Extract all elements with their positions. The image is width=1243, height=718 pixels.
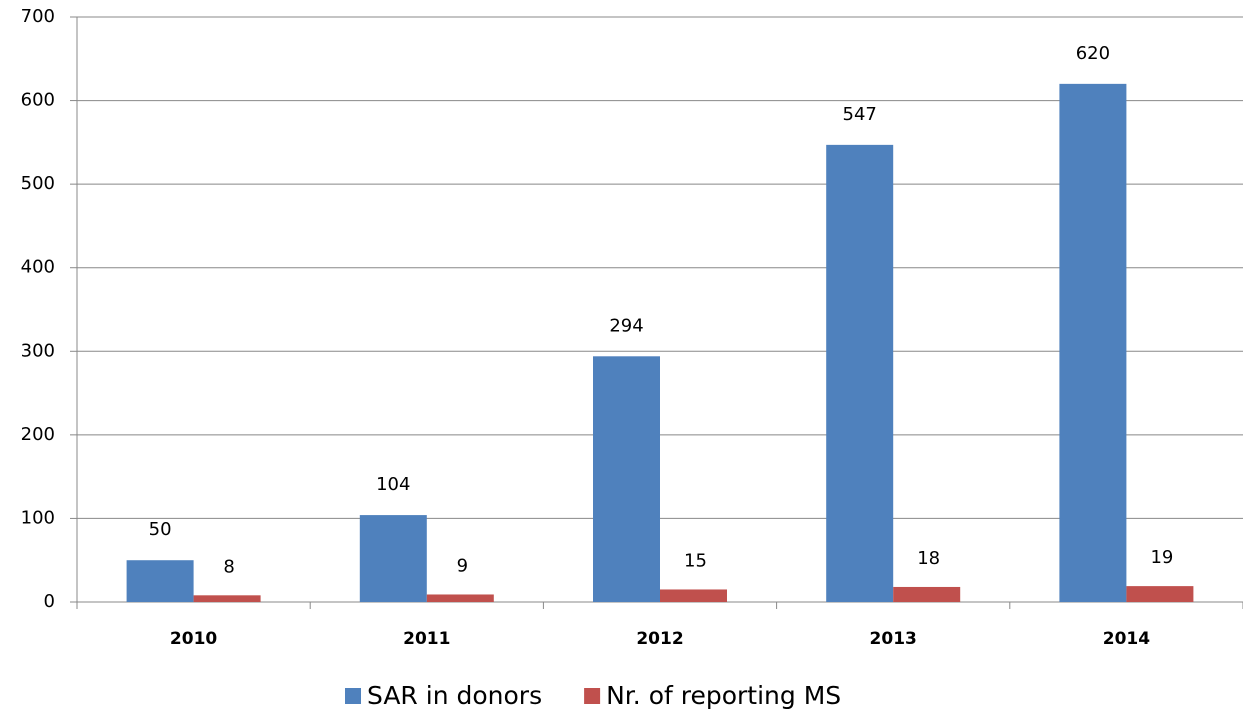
bar — [1126, 586, 1194, 602]
data-label: 9 — [457, 555, 468, 576]
bar — [660, 589, 727, 602]
data-label: 19 — [1150, 547, 1173, 568]
bar — [193, 595, 261, 602]
legend-swatch — [345, 688, 361, 704]
bar — [893, 586, 961, 602]
bar — [593, 356, 660, 602]
x-tick-label: 2012 — [636, 629, 683, 649]
y-tick-label: 100 — [21, 507, 55, 528]
bar — [826, 144, 894, 602]
data-label: 8 — [223, 556, 234, 577]
x-tick-label: 2011 — [403, 629, 450, 649]
x-tick-label: 2013 — [870, 629, 917, 649]
bar — [126, 560, 194, 602]
bar — [426, 594, 494, 602]
y-tick-label: 0 — [44, 591, 55, 612]
y-tick-label: 600 — [21, 90, 55, 111]
data-label: 620 — [1076, 43, 1110, 64]
x-tick-label: 2010 — [170, 629, 217, 649]
data-label: 18 — [917, 548, 940, 569]
y-tick-label: 500 — [21, 173, 55, 194]
legend-label: Nr. of reporting MS — [606, 681, 841, 710]
legend-swatch — [584, 688, 601, 704]
data-label: 50 — [149, 519, 172, 540]
data-label: 15 — [684, 550, 707, 571]
y-tick-label: 300 — [21, 340, 55, 361]
data-label: 104 — [376, 474, 410, 495]
bar — [359, 515, 427, 602]
y-tick-label: 200 — [21, 424, 55, 445]
legend-label: SAR in donors — [367, 681, 542, 710]
data-label: 547 — [843, 104, 877, 125]
y-tick-label: 700 — [21, 6, 55, 27]
y-tick-label: 400 — [21, 257, 55, 278]
bar — [1059, 83, 1127, 603]
data-label: 294 — [609, 315, 643, 336]
x-tick-label: 2014 — [1103, 629, 1150, 649]
